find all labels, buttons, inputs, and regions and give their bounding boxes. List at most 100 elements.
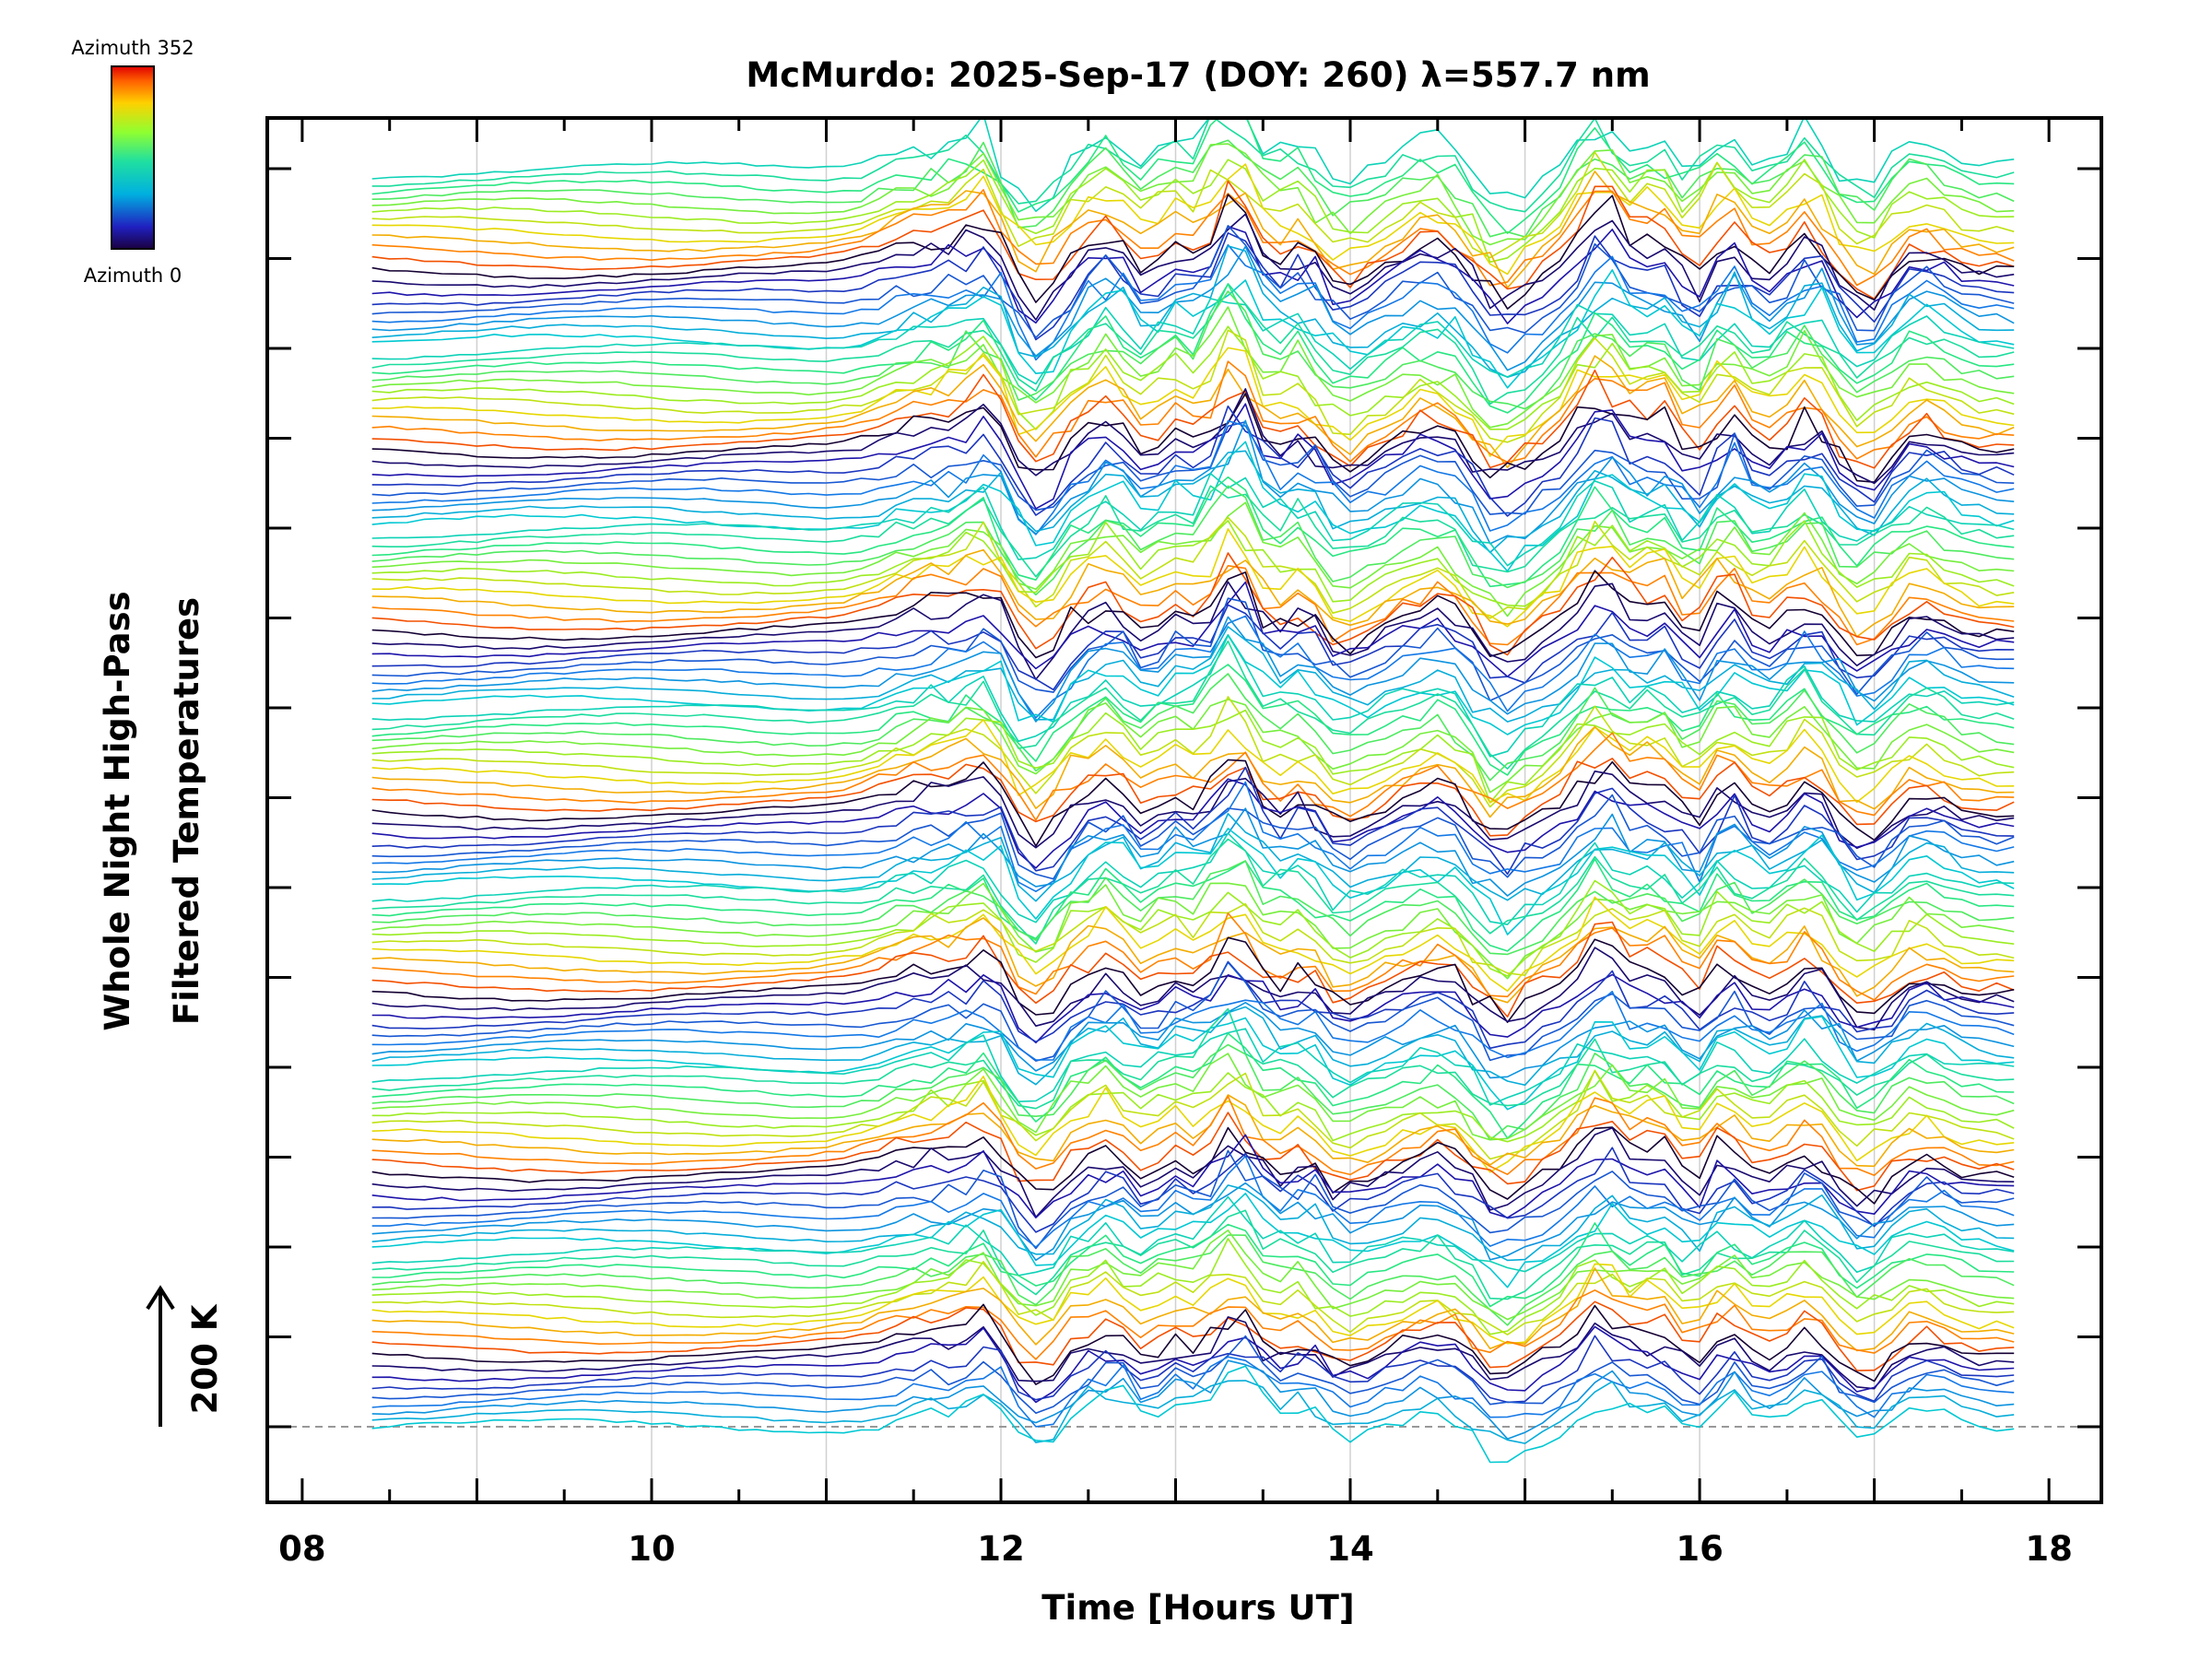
x-tick-label: 10 [628, 1529, 676, 1569]
trace-line [371, 828, 2015, 935]
trace-line [371, 283, 2015, 414]
trace-line [371, 552, 2015, 656]
trace-line [371, 1238, 2015, 1335]
trace-line [371, 759, 2015, 847]
trace-line [371, 991, 2015, 1061]
trace-line [371, 1325, 2015, 1404]
trace-line [371, 472, 2015, 567]
colorbar-gradient [111, 65, 155, 250]
trace-line [371, 1193, 2015, 1288]
trace-line [371, 243, 2015, 361]
trace-line [371, 616, 2015, 723]
trace-line [371, 709, 2015, 804]
trace-line [371, 1155, 2015, 1248]
trace-line [371, 917, 2015, 1004]
colorbar: Azimuth 352 Azimuth 0 [71, 37, 194, 287]
colorbar-bottom-label: Azimuth 0 [84, 265, 182, 287]
trace-line [371, 306, 2015, 429]
trace-line [371, 1261, 2015, 1335]
trace-line [371, 1335, 2015, 1414]
y-axis-ticks [267, 167, 2101, 1429]
trace-line [371, 1053, 2015, 1141]
trace-line [371, 794, 2015, 880]
trace-line [371, 360, 2015, 464]
trace-line [371, 159, 2015, 264]
trace-line [371, 1356, 2015, 1428]
trace-line [371, 355, 2015, 469]
x-tick-label: 14 [1326, 1529, 1374, 1569]
trace-line [371, 118, 2015, 212]
trace-line [371, 902, 2015, 976]
trace-line [371, 485, 2015, 578]
trace-line [371, 1028, 2015, 1106]
trace-line [371, 143, 2015, 246]
trace-line [371, 393, 2015, 483]
trace-line [371, 1094, 2015, 1168]
trace-line [371, 1126, 2015, 1218]
trace-line [371, 519, 2015, 607]
trace-line [371, 912, 2015, 1001]
trace-line [371, 1289, 2015, 1360]
x-axis-ticks [300, 118, 2051, 1502]
trace-line [371, 1230, 2015, 1321]
trace-line [371, 1195, 2015, 1277]
trace-line [371, 1043, 2015, 1141]
trace-line [371, 347, 2015, 457]
trace-line [371, 528, 2015, 628]
trace-line [371, 1002, 2015, 1079]
trace-line [371, 1263, 2015, 1345]
trace-line [371, 1209, 2015, 1300]
trace-line [371, 329, 2015, 443]
trace-line [371, 1359, 2015, 1440]
trace-line [371, 283, 2015, 406]
trace-line [371, 960, 2015, 1050]
colorbar-top-label: Azimuth 352 [71, 37, 194, 59]
y-axis-label-line-2: Filtered Temperatures [167, 597, 206, 1025]
trace-line [371, 896, 2015, 992]
trace-line [371, 225, 2015, 324]
y-axis-label: Whole Night High-Pass Filtered Temperatu… [98, 591, 206, 1030]
trace-line [371, 213, 2015, 321]
trace-line [371, 936, 2015, 1023]
trace-line [371, 832, 2015, 925]
trace-line [371, 1007, 2015, 1110]
trace-line [371, 548, 2015, 638]
trace-line [371, 189, 2015, 287]
trace-line [371, 778, 2015, 869]
trace-line [371, 171, 2015, 289]
trace-line [371, 1365, 2015, 1464]
trace-line [371, 1222, 2015, 1308]
trace-line [371, 1300, 2015, 1371]
trace-line [371, 732, 2015, 821]
trace-line [371, 1267, 2015, 1352]
traces [371, 118, 2015, 1464]
trace-line [371, 501, 2015, 618]
trace-line [371, 369, 2015, 469]
trace-line [371, 1070, 2015, 1143]
trace-line [371, 812, 2015, 902]
trace-line [371, 245, 2015, 379]
trace-line [371, 921, 2015, 1018]
trace-line [371, 1006, 2015, 1087]
trace-line [371, 1147, 2015, 1233]
trace-line [371, 1076, 2015, 1173]
x-axis-tick-labels: 08 10 12 14 16 18 [278, 1529, 2073, 1569]
trace-line [371, 838, 2015, 945]
trace-line [371, 419, 2015, 535]
trace-line [371, 1112, 2015, 1192]
trace-line [371, 626, 2015, 723]
trace-line [371, 1095, 2015, 1176]
trace-line [371, 441, 2015, 572]
trace-line [371, 1184, 2015, 1262]
trace-line [371, 118, 2015, 234]
trace-line [371, 151, 2015, 259]
trace-line [371, 1316, 2015, 1390]
trace-line [371, 564, 2015, 646]
x-tick-label: 16 [1676, 1529, 1724, 1569]
trace-line [371, 1016, 2015, 1111]
scale-arrowhead-icon [146, 1285, 175, 1311]
trace-line [371, 973, 2015, 1044]
trace-line [371, 403, 2015, 510]
scale-indicator: 200 K [146, 1285, 225, 1427]
